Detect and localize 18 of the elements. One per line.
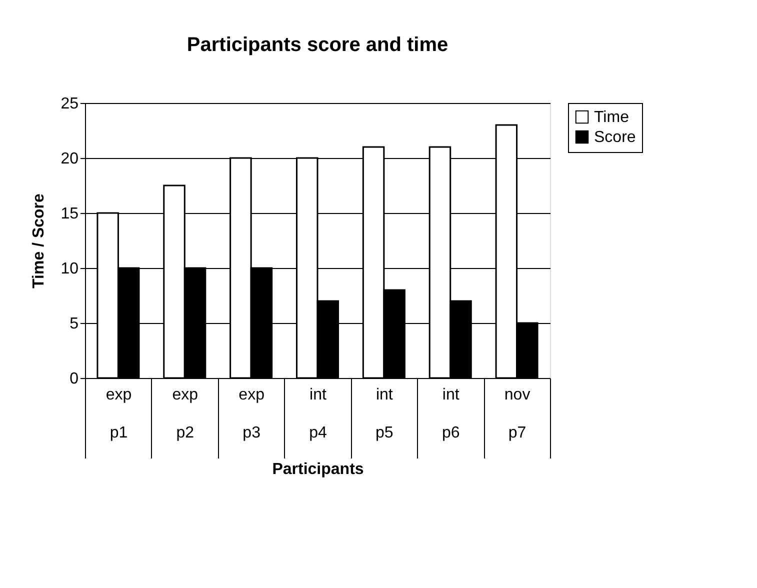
category-label: nov p7 xyxy=(504,386,530,442)
legend-label: Time xyxy=(594,109,630,126)
y-tick-label: 5 xyxy=(70,316,79,332)
chart-title: Participants score and time xyxy=(186,34,448,56)
category-label: int p5 xyxy=(376,386,394,442)
y-tick-label: 25 xyxy=(60,96,79,112)
x-axis-title: Participants xyxy=(272,461,364,478)
y-axis-title: Time / Score xyxy=(30,193,48,288)
y-tick-label: 0 xyxy=(70,370,79,388)
category-label: exp p1 xyxy=(106,386,132,442)
legend-label: Score xyxy=(594,129,636,146)
y-tick-label: 10 xyxy=(60,260,79,278)
category-label: int p6 xyxy=(442,386,460,442)
category-label: int p4 xyxy=(309,386,327,442)
y-tick-label: 15 xyxy=(60,206,79,222)
category-label: exp p2 xyxy=(172,386,198,442)
category-label: exp p3 xyxy=(238,386,264,442)
y-tick-label: 20 xyxy=(60,150,79,168)
